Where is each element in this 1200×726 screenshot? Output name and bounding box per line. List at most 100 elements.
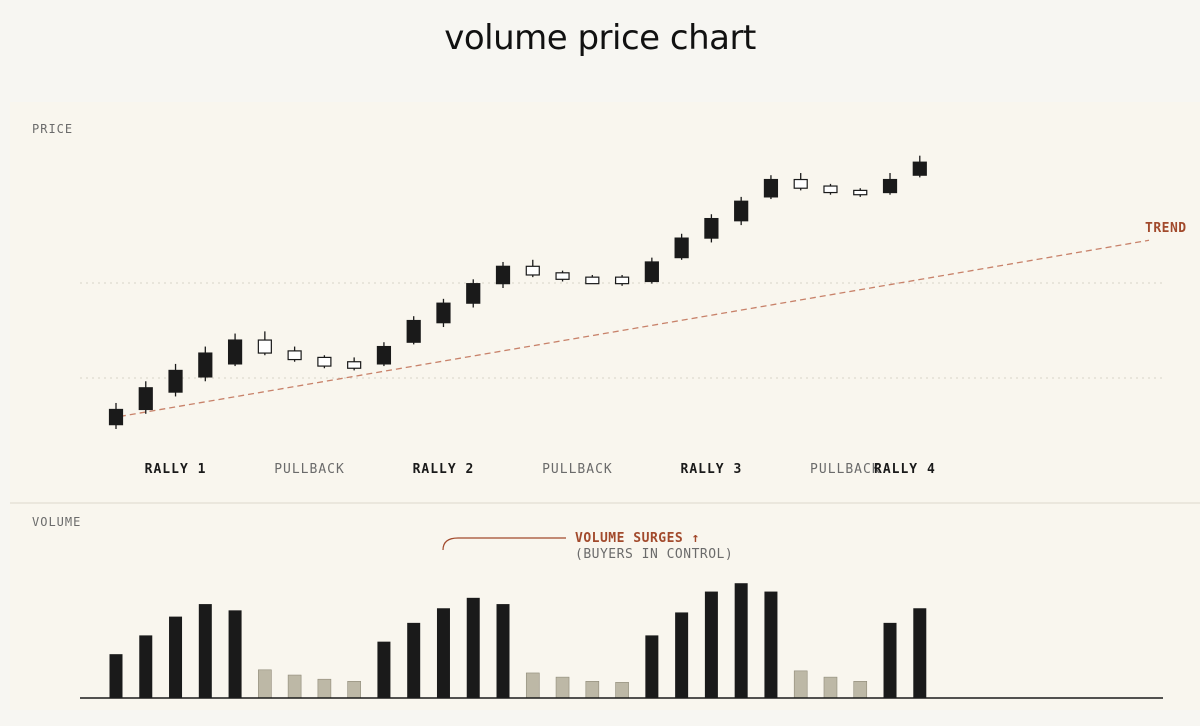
candle-body (436, 302, 451, 324)
candle-down (853, 188, 868, 197)
candle-up (644, 257, 659, 284)
candle-up (882, 173, 898, 195)
volume-bar-rally (436, 608, 450, 698)
candle-down (317, 355, 332, 369)
volume-bar-pullback (347, 681, 361, 699)
candle-body (585, 276, 600, 285)
candle-body (495, 265, 511, 285)
volume-bar-pullback (793, 670, 808, 699)
candle-body (108, 408, 124, 426)
candle-body (257, 339, 272, 354)
candle-body (763, 178, 779, 198)
candle-body (198, 352, 213, 378)
candle-body (882, 178, 898, 194)
volume-bar-pullback (287, 674, 302, 699)
candle-down (525, 259, 540, 278)
chart-panel: PRICE VOLUME TREND RALLY 1 PULLBACK RALLY … (10, 102, 1200, 710)
phase-label-rally: RALLY 4 (874, 462, 936, 477)
volume-bar-rally (228, 610, 242, 698)
volume-bar-layer (109, 583, 927, 699)
volume-bar-pullback (525, 672, 540, 699)
volume-bar-rally (734, 583, 748, 698)
candle-down (257, 331, 272, 356)
candle-body (644, 261, 659, 283)
volume-annotation: VOLUME SURGES ↑ (BUYERS IN CONTROL) (442, 531, 733, 562)
phase-label-pullback: PULLBACK (542, 462, 613, 477)
candle-down (555, 270, 570, 282)
candle-body (227, 339, 243, 365)
candle-body (704, 217, 719, 239)
candle-up (168, 363, 183, 397)
volume-bar-pullback (555, 676, 570, 699)
volume-price-chart: PRICE VOLUME TREND RALLY 1 PULLBACK RALLY … (10, 122, 1200, 699)
phase-label-pullback: PULLBACK (274, 462, 345, 477)
candle-up (138, 381, 153, 414)
candle-body (793, 178, 808, 189)
candle-body (823, 185, 838, 194)
volume-bar-rally (198, 604, 212, 698)
candle-layer (108, 155, 927, 429)
volume-axis-label: VOLUME (32, 515, 81, 529)
candle-body (525, 265, 540, 276)
candle-body (376, 345, 392, 365)
phase-label-rally: RALLY 2 (413, 462, 475, 477)
candle-up (734, 196, 749, 226)
candle-body (317, 356, 332, 367)
candle-body (734, 200, 749, 222)
candle-up (406, 316, 421, 345)
volume-bar-rally (377, 641, 391, 698)
candle-up (108, 402, 124, 429)
volume-bar-rally (407, 622, 421, 698)
volume-bar-pullback (615, 682, 629, 699)
volume-bar-rally (704, 591, 718, 698)
candle-down (347, 357, 362, 371)
trend-layer: TREND (109, 221, 1186, 419)
volume-bar-rally (496, 604, 510, 698)
phase-label-pullback: PULLBACK (810, 462, 881, 477)
volume-bar-rally (109, 654, 123, 698)
candle-body (555, 272, 570, 280)
phase-label-rally: RALLY 1 (145, 462, 207, 477)
volume-bar-rally (169, 616, 183, 698)
volume-bar-rally (764, 591, 778, 698)
candle-up (227, 333, 243, 367)
candle-down (287, 346, 302, 362)
candle-down (823, 183, 838, 195)
candle-body (406, 319, 421, 343)
candle-down (585, 274, 600, 285)
annotation-subtitle: (BUYERS IN CONTROL) (575, 547, 733, 562)
candle-body (466, 283, 481, 304)
candle-up (763, 175, 779, 200)
price-grid (80, 282, 1165, 379)
candle-body (853, 189, 868, 196)
candle-up (912, 155, 927, 178)
candle-down (614, 274, 630, 286)
candle-body (168, 369, 183, 393)
candle-body (138, 387, 153, 411)
price-axis-label: PRICE (32, 122, 73, 136)
candle-up (674, 233, 689, 260)
candle-body (287, 350, 302, 361)
volume-bar-pullback (853, 681, 868, 699)
volume-bar-rally (913, 608, 927, 698)
page-title: volume price chart (444, 18, 756, 58)
volume-bar-pullback (823, 676, 838, 699)
volume-bar-rally (139, 635, 153, 698)
phase-label-layer: RALLY 1 PULLBACK RALLY 2 PULLBACK RALLY 3 PUL… (145, 462, 936, 477)
trend-line (109, 239, 1150, 419)
candle-up (376, 342, 392, 367)
volume-bar-rally (645, 635, 659, 698)
annotation-title: VOLUME SURGES ↑ (575, 531, 700, 546)
candle-up (495, 261, 511, 288)
volume-bar-pullback (258, 669, 272, 699)
candle-body (912, 161, 927, 176)
volume-bar-rally (675, 612, 689, 698)
volume-bar-pullback (317, 678, 332, 699)
volume-bar-rally (883, 622, 897, 698)
candle-body (614, 276, 630, 285)
volume-bar-rally (466, 597, 480, 698)
annotation-bracket (442, 537, 566, 551)
candle-body (347, 361, 362, 369)
candle-up (466, 279, 481, 308)
candle-down (793, 173, 808, 191)
